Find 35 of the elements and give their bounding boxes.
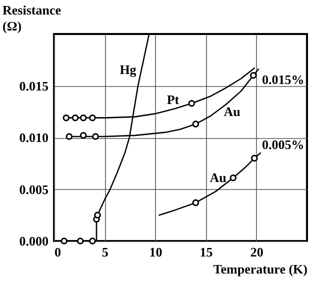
point	[192, 120, 200, 128]
y-tick-label: 0.005	[19, 182, 49, 197]
x-axis-title: Temperature (K)	[213, 262, 308, 276]
point	[250, 154, 258, 162]
annotation: Au	[210, 170, 226, 185]
point	[230, 174, 237, 182]
x-tick-label: 5	[102, 244, 109, 260]
y-tick-label: 0.000	[19, 234, 48, 248]
annotation: 0.015%	[262, 72, 304, 87]
y-tick-label: 0.015	[19, 78, 49, 94]
point	[80, 114, 87, 122]
point	[250, 72, 257, 79]
point	[188, 100, 196, 107]
x-tick-label: 20	[250, 244, 264, 260]
line-series	[158, 152, 262, 216]
y-axis-title: Resistance (Ω)	[2, 2, 62, 34]
annotation: 0.005%	[262, 137, 304, 152]
annotation: Pt	[166, 92, 180, 107]
point	[76, 238, 84, 244]
x-tick-label: 10	[149, 244, 162, 260]
point	[72, 114, 79, 122]
point	[89, 114, 96, 122]
annotation: Au	[224, 104, 240, 119]
y-tick-label: 0.010	[19, 130, 48, 145]
point	[192, 199, 200, 206]
point	[62, 114, 70, 122]
x-tick-label: 15	[200, 244, 214, 260]
point	[66, 133, 73, 140]
x-tick-label: 0	[54, 244, 61, 260]
point	[92, 133, 99, 140]
annotation: Hg	[120, 62, 137, 77]
point	[80, 132, 87, 139]
point	[94, 212, 101, 219]
point	[60, 238, 68, 244]
point	[89, 238, 96, 244]
